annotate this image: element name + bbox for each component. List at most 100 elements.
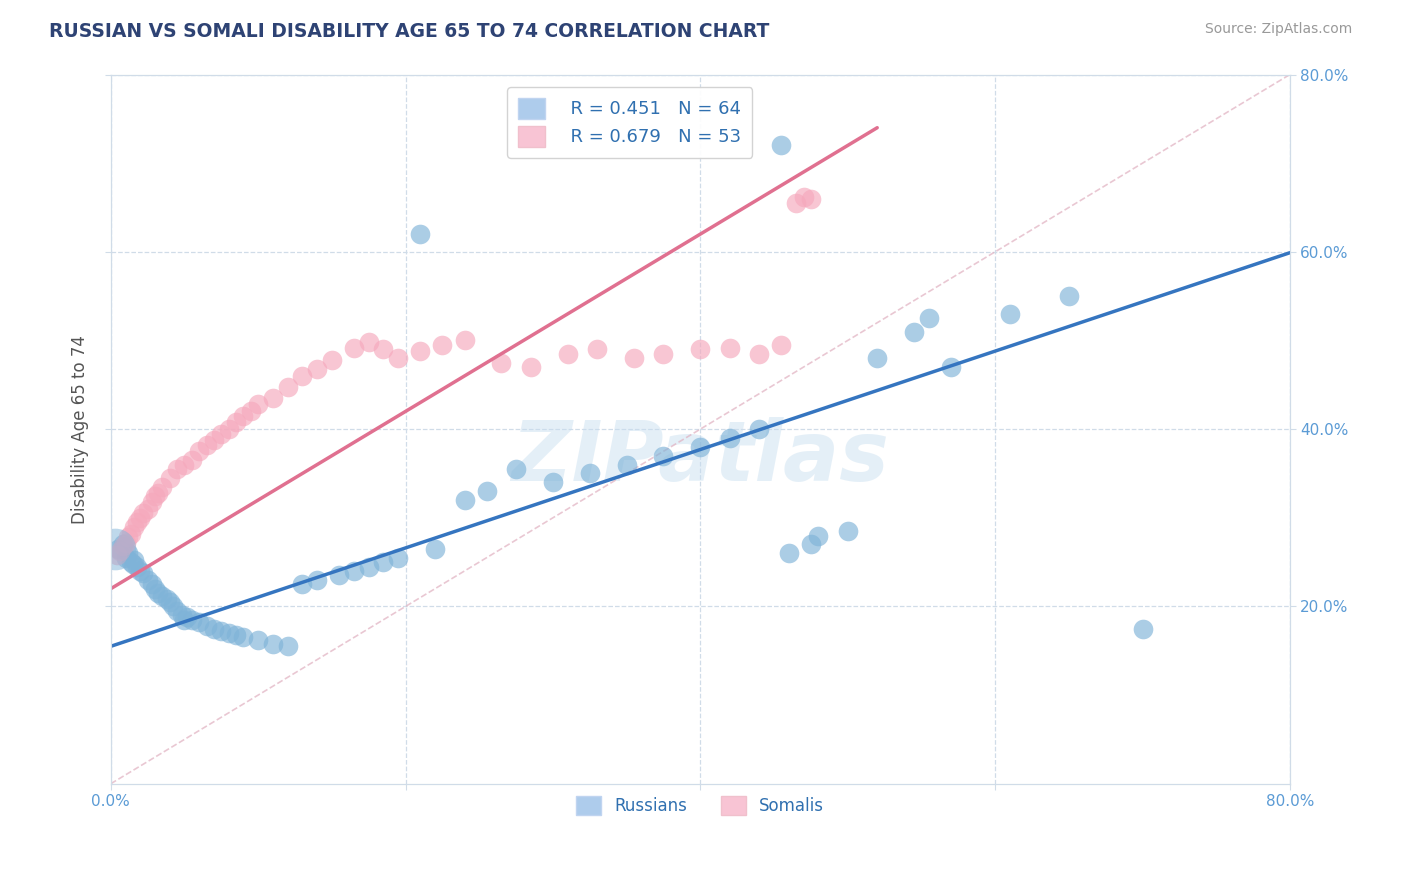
Point	[748, 422, 770, 436]
Point	[114, 535, 136, 549]
Point	[616, 458, 638, 472]
Y-axis label: Disability Age 65 to 74: Disability Age 65 to 74	[72, 334, 89, 524]
Point	[689, 343, 711, 357]
Point	[108, 544, 131, 558]
Point	[807, 528, 830, 542]
Point	[262, 637, 284, 651]
Point	[291, 368, 314, 383]
Point	[173, 613, 195, 627]
Point	[748, 347, 770, 361]
Point	[718, 341, 741, 355]
Point	[188, 615, 211, 630]
Point	[195, 438, 218, 452]
Point	[866, 351, 889, 366]
Point	[652, 347, 675, 361]
Point	[409, 227, 432, 241]
Point	[432, 338, 454, 352]
Point	[143, 489, 166, 503]
Point	[150, 480, 173, 494]
Point	[718, 431, 741, 445]
Point	[491, 356, 513, 370]
Point	[225, 415, 247, 429]
Point	[277, 379, 299, 393]
Point	[188, 444, 211, 458]
Point	[307, 362, 329, 376]
Point	[105, 548, 128, 562]
Point	[180, 453, 202, 467]
Point	[918, 311, 941, 326]
Point	[143, 582, 166, 596]
Point	[239, 404, 262, 418]
Point	[247, 633, 270, 648]
Point	[146, 586, 169, 600]
Point	[373, 555, 395, 569]
Point	[387, 550, 409, 565]
Point	[652, 449, 675, 463]
Point	[136, 502, 159, 516]
Point	[475, 484, 498, 499]
Point	[623, 351, 645, 366]
Point	[218, 626, 240, 640]
Point	[409, 344, 432, 359]
Point	[218, 422, 240, 436]
Point	[173, 458, 195, 472]
Point	[122, 557, 145, 571]
Point	[232, 409, 254, 423]
Point	[202, 622, 225, 636]
Point	[387, 351, 409, 366]
Point	[127, 515, 149, 529]
Point	[129, 510, 152, 524]
Point	[209, 624, 232, 639]
Point	[557, 347, 579, 361]
Point	[453, 493, 475, 508]
Point	[778, 546, 800, 560]
Point	[998, 307, 1021, 321]
Point	[453, 334, 475, 348]
Point	[800, 537, 823, 551]
Point	[209, 426, 232, 441]
Point	[328, 568, 350, 582]
Point	[170, 608, 193, 623]
Point	[903, 325, 925, 339]
Point	[104, 541, 127, 556]
Point	[1132, 622, 1154, 636]
Point	[176, 610, 198, 624]
Point	[156, 592, 179, 607]
Point	[505, 462, 527, 476]
Point	[232, 631, 254, 645]
Point	[800, 192, 823, 206]
Legend: Russians, Somalis: Russians, Somalis	[567, 786, 834, 825]
Point	[541, 475, 564, 490]
Point	[291, 577, 314, 591]
Point	[159, 471, 181, 485]
Point	[150, 589, 173, 603]
Point	[578, 467, 600, 481]
Point	[423, 541, 446, 556]
Point	[357, 559, 380, 574]
Point	[117, 546, 139, 560]
Point	[132, 507, 155, 521]
Point	[770, 138, 793, 153]
Point	[202, 433, 225, 447]
Point	[225, 628, 247, 642]
Point	[307, 573, 329, 587]
Point	[111, 539, 134, 553]
Point	[321, 353, 343, 368]
Point	[127, 559, 149, 574]
Point	[1057, 289, 1080, 303]
Point	[195, 619, 218, 633]
Point	[520, 360, 543, 375]
Point	[837, 524, 859, 538]
Point	[107, 541, 129, 556]
Point	[159, 595, 181, 609]
Point	[111, 537, 134, 551]
Point	[114, 550, 136, 565]
Point	[247, 397, 270, 411]
Point	[141, 577, 163, 591]
Point	[689, 440, 711, 454]
Point	[343, 341, 366, 355]
Point	[357, 335, 380, 350]
Point	[120, 555, 142, 569]
Point	[117, 530, 139, 544]
Point	[136, 573, 159, 587]
